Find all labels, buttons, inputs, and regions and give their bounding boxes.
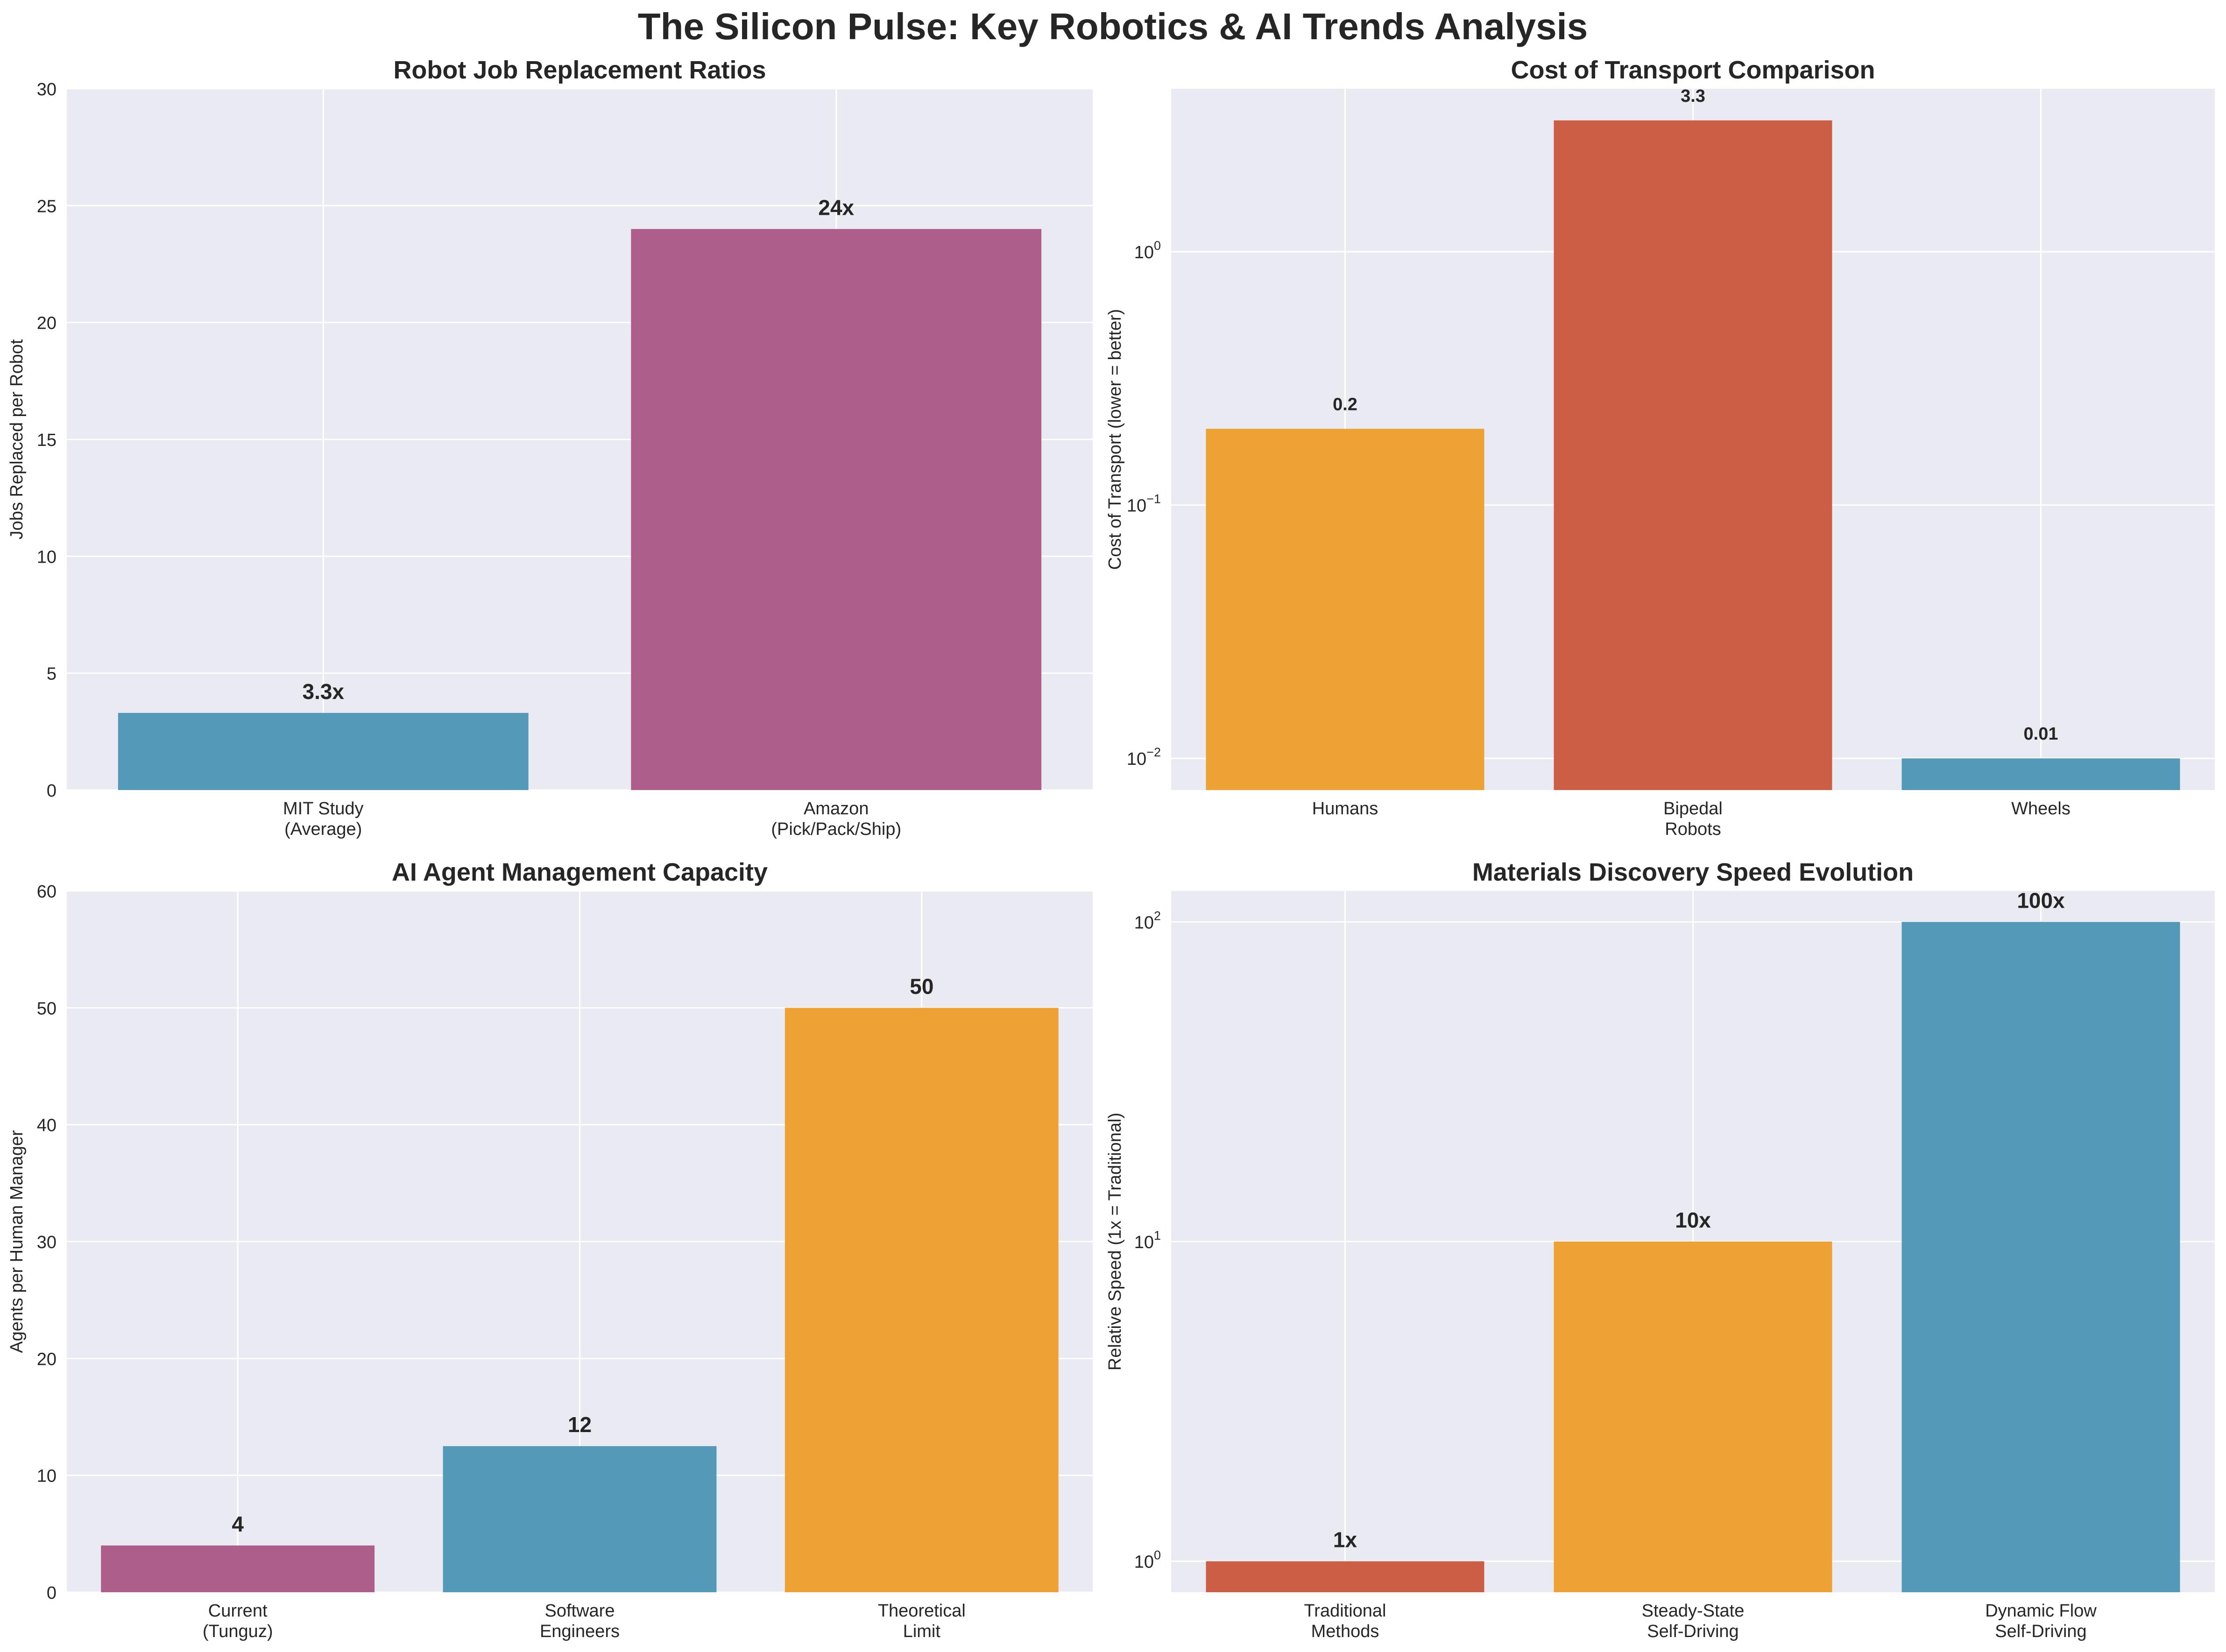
data-label: 0.2	[1333, 395, 1357, 414]
data-label: 1x	[1333, 1528, 1357, 1552]
x-tick-label: Traditional Methods	[1304, 1601, 1386, 1641]
y-tick-label: 10	[37, 547, 57, 567]
chart-ai-agent-management: 0 10 20 30 40 50 60 4 12 50 Current (Tunguz) Softwar…	[7, 858, 1093, 1641]
bar-2[interactable]	[443, 1446, 717, 1592]
bar-2[interactable]	[631, 229, 1042, 790]
y-tick-label: 20	[37, 314, 57, 333]
bar-1[interactable]	[101, 1545, 375, 1592]
data-label: 3.3x	[302, 679, 344, 704]
data-label: 0.01	[2024, 724, 2058, 744]
y-tick-label: 20	[37, 1349, 57, 1369]
data-label: 3.3	[1681, 86, 1705, 106]
chart-cost-of-transport: 10−2 10−1 100 0.2 3.3 0.01 Humans Bipedal Robots…	[1105, 56, 2215, 839]
bar-1[interactable]	[1206, 429, 1484, 790]
x-tick-label: Software Engineers	[540, 1601, 620, 1641]
y-axis-label: Jobs Replaced per Robot	[7, 339, 27, 539]
chart-materials-discovery-speed: 100 101 102 1x 10x 100x Traditional Methods Stea…	[1105, 858, 2215, 1641]
bar-2[interactable]	[1554, 120, 1832, 791]
x-tick-label: Bipedal Robots	[1663, 799, 1723, 839]
chart-robot-job-replacement: 0 5 10 15 20 25 30 3.3x 24x MIT Study (Average) Ama…	[7, 56, 1093, 839]
x-tick-label: Dynamic Flow Self-Driving	[1985, 1601, 2097, 1641]
y-tick-label: 10−2	[1127, 745, 1161, 769]
data-label: 12	[568, 1412, 592, 1437]
y-tick-label: 40	[37, 1116, 57, 1136]
bar-3[interactable]	[784, 1008, 1059, 1592]
data-label: 50	[910, 974, 933, 998]
y-axis-label: Agents per Human Manager	[7, 1130, 27, 1353]
x-tick-label: Wheels	[2011, 799, 2071, 819]
x-tick-label: Current (Tunguz)	[203, 1601, 273, 1641]
bar-3[interactable]	[1901, 922, 2180, 1592]
y-tick-label: 50	[37, 999, 57, 1018]
chart-title: Cost of Transport Comparison	[1511, 56, 1875, 84]
y-tick-label: 30	[37, 1233, 57, 1252]
x-tick-label: Steady-State Self-Driving	[1642, 1601, 1745, 1641]
bar-1[interactable]	[118, 713, 529, 790]
y-tick-label: 10	[37, 1467, 57, 1486]
y-tick-label: 60	[37, 882, 57, 902]
chart-title: AI Agent Management Capacity	[392, 858, 768, 886]
y-tick-label: 100	[1134, 239, 1161, 262]
bar-1[interactable]	[1206, 1561, 1484, 1592]
figure-title: The Silicon Pulse: Key Robotics & AI Tre…	[638, 6, 1588, 47]
y-tick-label: 25	[37, 197, 57, 216]
y-tick-label: 5	[47, 664, 57, 684]
bar-2[interactable]	[1554, 1242, 1832, 1592]
y-tick-label: 15	[37, 431, 57, 450]
y-tick-label: 30	[37, 80, 57, 99]
x-tick-label: Theoretical Limit	[878, 1601, 966, 1641]
x-tick-label: MIT Study (Average)	[283, 799, 363, 839]
data-label: 24x	[818, 195, 854, 219]
data-label: 10x	[1675, 1208, 1711, 1232]
y-tick-label: 100	[1134, 1548, 1161, 1572]
chart-title: Robot Job Replacement Ratios	[393, 56, 766, 84]
y-tick-label: 10−1	[1127, 492, 1161, 516]
data-label: 100x	[2017, 888, 2065, 912]
y-tick-label: 102	[1134, 909, 1161, 932]
bar-3[interactable]	[1901, 758, 2180, 790]
y-tick-label: 0	[47, 1583, 57, 1603]
y-axis-label: Cost of Transport (lower = better)	[1105, 309, 1125, 570]
x-tick-label: Humans	[1312, 799, 1378, 819]
data-label: 4	[232, 1512, 244, 1536]
y-tick-label: 101	[1134, 1228, 1161, 1252]
y-axis-label: Relative Speed (1x = Traditional)	[1105, 1113, 1125, 1370]
charts-container: 0 5 10 15 20 25 30 3.3x 24x MIT Study (Average) Ama…	[7, 56, 2215, 1641]
y-tick-label: 0	[47, 781, 57, 801]
x-tick-label: Amazon (Pick/Pack/Ship)	[771, 799, 901, 839]
chart-title: Materials Discovery Speed Evolution	[1472, 858, 1914, 886]
